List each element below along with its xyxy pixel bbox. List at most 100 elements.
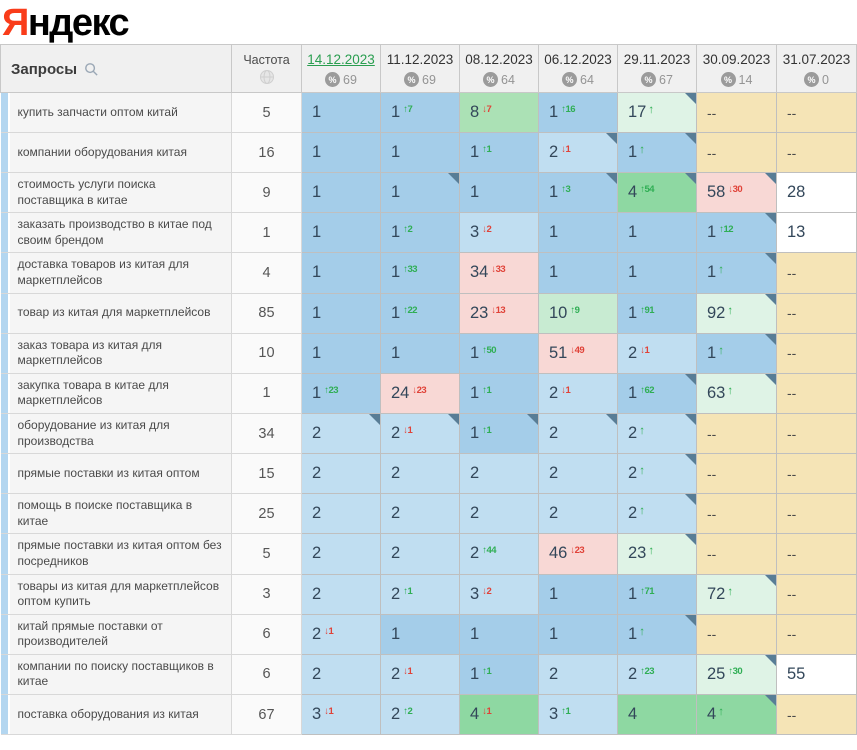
position-cell[interactable]: 34 ↓33 xyxy=(459,252,539,294)
position-cell[interactable]: 1 ↑91 xyxy=(617,292,697,334)
position-cell[interactable]: 1 xyxy=(538,573,618,615)
position-cell[interactable]: 2 ↑ xyxy=(617,493,697,535)
position-cell[interactable]: 46 ↓23 xyxy=(538,533,618,575)
position-cell[interactable]: 1 ↑12 xyxy=(696,212,777,254)
position-cell[interactable]: 1 xyxy=(380,613,460,655)
position-cell[interactable]: 10 ↑9 xyxy=(538,292,618,334)
query-cell[interactable]: закупка товара в китае для маркетплейсов xyxy=(0,372,232,414)
position-cell[interactable]: 4 ↑54 xyxy=(617,171,697,214)
position-cell[interactable]: 23 ↑ xyxy=(617,533,697,575)
position-cell[interactable]: 1 ↑1 xyxy=(459,132,539,173)
query-cell[interactable]: прямые поставки из китая оптом без посре… xyxy=(0,533,232,575)
position-cell[interactable]: 92 ↑ xyxy=(696,292,777,334)
position-cell[interactable]: 2 ↓1 xyxy=(538,132,618,173)
position-cell[interactable]: 2 xyxy=(538,493,618,535)
query-cell[interactable]: стоимость услуги поиска поставщика в кит… xyxy=(0,171,232,214)
globe-icon[interactable] xyxy=(259,69,275,85)
position-cell-empty[interactable]: -- xyxy=(776,412,857,455)
position-cell-empty[interactable]: -- xyxy=(696,132,777,173)
position-cell-empty[interactable]: -- xyxy=(696,92,777,133)
position-cell[interactable]: 1 xyxy=(301,212,381,254)
position-cell[interactable]: 1 xyxy=(459,171,539,214)
position-cell[interactable]: 3 ↑1 xyxy=(538,694,618,736)
position-cell[interactable]: 2 xyxy=(538,412,618,455)
position-cell[interactable]: 1 xyxy=(301,171,381,214)
position-cell[interactable]: 2 xyxy=(301,653,381,696)
position-cell[interactable]: 2 xyxy=(380,453,460,495)
position-cell[interactable]: 1 xyxy=(380,132,460,173)
position-cell[interactable]: 2 xyxy=(538,453,618,495)
position-cell[interactable]: 2 ↑2 xyxy=(380,694,460,736)
position-cell-empty[interactable]: -- xyxy=(776,694,857,736)
position-cell[interactable]: 1 ↑ xyxy=(696,332,777,374)
position-cell[interactable]: 2 xyxy=(301,493,381,535)
query-cell[interactable]: доставка товаров из китая для маркетплей… xyxy=(0,252,232,294)
position-cell[interactable]: 2 ↓1 xyxy=(617,332,697,374)
position-cell[interactable]: 1 ↑ xyxy=(696,252,777,294)
position-cell[interactable]: 1 xyxy=(538,252,618,294)
date-link[interactable]: 29.11.2023 xyxy=(623,52,691,67)
query-cell[interactable]: товары из китая для маркетплейсов оптом … xyxy=(0,573,232,615)
position-cell[interactable]: 1 xyxy=(538,613,618,655)
position-cell[interactable]: 63 ↑ xyxy=(696,372,777,414)
position-cell[interactable]: 2 xyxy=(380,533,460,575)
position-cell[interactable]: 1 xyxy=(301,92,381,133)
position-cell[interactable]: 1 xyxy=(301,132,381,173)
query-cell[interactable]: помощь в поиске поставщика в китае xyxy=(0,493,232,535)
position-cell[interactable]: 4 xyxy=(617,694,697,736)
position-cell-empty[interactable]: -- xyxy=(776,132,857,173)
query-cell[interactable]: заказ товара из китая для маркетплейсов xyxy=(0,332,232,374)
position-cell-empty[interactable]: -- xyxy=(776,372,857,414)
position-cell[interactable]: 2 ↑23 xyxy=(617,653,697,696)
position-cell[interactable]: 1 ↑22 xyxy=(380,292,460,334)
position-cell-empty[interactable]: -- xyxy=(696,613,777,655)
position-cell[interactable]: 1 ↑1 xyxy=(459,412,539,455)
query-cell[interactable]: компании по поиску поставщиков в китае xyxy=(0,653,232,696)
position-cell[interactable]: 72 ↑ xyxy=(696,573,777,615)
position-cell[interactable]: 2 xyxy=(459,493,539,535)
date-link[interactable]: 06.12.2023 xyxy=(544,52,612,67)
position-cell[interactable]: 1 xyxy=(617,212,697,254)
position-cell[interactable]: 4 ↑ xyxy=(696,694,777,736)
position-cell[interactable]: 1 ↑3 xyxy=(538,171,618,214)
position-cell[interactable]: 25 ↑30 xyxy=(696,653,777,696)
position-cell[interactable]: 23 ↓13 xyxy=(459,292,539,334)
position-cell[interactable]: 51 ↓49 xyxy=(538,332,618,374)
position-cell[interactable]: 2 ↓1 xyxy=(380,653,460,696)
position-cell[interactable]: 1 xyxy=(459,613,539,655)
position-cell[interactable]: 28 xyxy=(776,171,857,214)
date-link[interactable]: 31.07.2023 xyxy=(782,52,851,67)
position-cell[interactable]: 1 ↑1 xyxy=(459,653,539,696)
position-cell[interactable]: 1 xyxy=(301,292,381,334)
query-cell[interactable]: заказать производство в китае под своим … xyxy=(0,212,232,254)
position-cell[interactable]: 58 ↓30 xyxy=(696,171,777,214)
position-cell-empty[interactable]: -- xyxy=(696,533,777,575)
position-cell[interactable]: 1 xyxy=(380,171,460,214)
position-cell[interactable]: 1 ↑1 xyxy=(459,372,539,414)
position-cell[interactable]: 2 ↑ xyxy=(617,453,697,495)
date-link[interactable]: 14.12.2023 xyxy=(307,52,375,67)
position-cell-empty[interactable]: -- xyxy=(776,92,857,133)
position-cell-empty[interactable]: -- xyxy=(696,493,777,535)
position-cell-empty[interactable]: -- xyxy=(776,332,857,374)
position-cell[interactable]: 1 ↑ xyxy=(617,132,697,173)
position-cell[interactable]: 2 xyxy=(301,412,381,455)
position-cell[interactable]: 2 ↓1 xyxy=(538,372,618,414)
position-cell[interactable]: 1 ↑62 xyxy=(617,372,697,414)
position-cell[interactable]: 1 ↑7 xyxy=(380,92,460,133)
query-cell[interactable]: купить запчасти оптом китай xyxy=(0,92,232,133)
position-cell-empty[interactable]: -- xyxy=(776,453,857,495)
query-cell[interactable]: товар из китая для маркетплейсов xyxy=(0,292,232,334)
position-cell[interactable]: 2 ↓1 xyxy=(301,613,381,655)
search-icon[interactable] xyxy=(84,62,99,77)
position-cell[interactable]: 2 xyxy=(301,533,381,575)
date-link[interactable]: 30.09.2023 xyxy=(702,52,771,67)
position-cell[interactable]: 2 ↑44 xyxy=(459,533,539,575)
position-cell[interactable]: 2 xyxy=(301,453,381,495)
position-cell[interactable]: 1 ↑33 xyxy=(380,252,460,294)
position-cell[interactable]: 1 xyxy=(301,252,381,294)
position-cell[interactable]: 1 xyxy=(538,212,618,254)
query-cell[interactable]: поставка оборудования из китая xyxy=(0,694,232,736)
position-cell[interactable]: 8 ↓7 xyxy=(459,92,539,133)
position-cell[interactable]: 2 xyxy=(459,453,539,495)
